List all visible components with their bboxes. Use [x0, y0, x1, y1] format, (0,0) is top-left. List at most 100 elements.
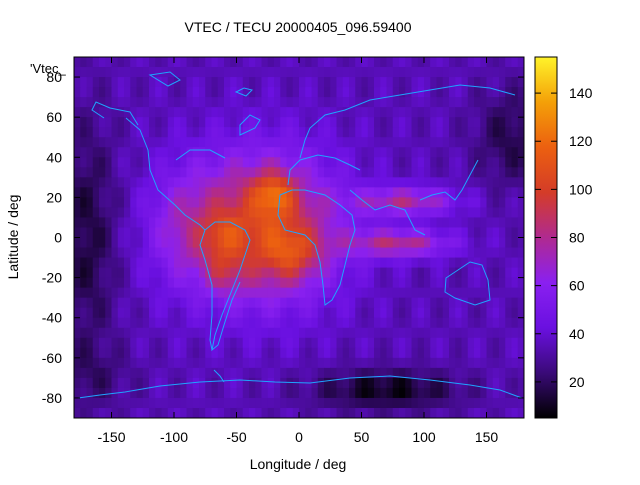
heatmap-cell: [286, 157, 294, 168]
heatmap-cell: [136, 157, 144, 168]
heatmap-cell: [449, 97, 456, 108]
heatmap-cell: [236, 97, 244, 108]
heatmap-cell: [367, 257, 375, 269]
heatmap-cell: [167, 327, 175, 339]
heatmap-cell: [492, 87, 500, 98]
heatmap-cell: [124, 107, 131, 118]
heatmap-cell: [392, 77, 400, 88]
heatmap-cell: [92, 317, 100, 329]
heatmap-cell: [180, 327, 188, 339]
heatmap-cell: [167, 307, 175, 319]
heatmap-cell: [411, 177, 419, 188]
heatmap-cell: [424, 127, 431, 138]
heatmap-cell: [317, 237, 325, 249]
heatmap-cell: [274, 267, 281, 279]
heatmap-cell: [505, 77, 513, 88]
heatmap-cell: [149, 377, 156, 389]
heatmap-cell: [186, 257, 194, 269]
heatmap-cell: [474, 297, 481, 309]
heatmap-cell: [324, 77, 331, 88]
heatmap-cell: [192, 377, 200, 389]
heatmap-cell: [205, 77, 213, 88]
heatmap-cell: [349, 227, 356, 239]
heatmap-cell: [149, 387, 156, 399]
heatmap-cell: [174, 377, 181, 389]
heatmap-cell: [192, 207, 200, 219]
heatmap-cell: [174, 247, 181, 259]
heatmap-cell: [342, 377, 350, 389]
heatmap-cell: [149, 297, 156, 309]
heatmap-cell: [149, 137, 156, 148]
heatmap-cell: [517, 137, 524, 148]
heatmap-cell: [505, 407, 513, 418]
heatmap-cell: [86, 77, 94, 88]
heatmap-cell: [255, 187, 263, 198]
heatmap-cell: [267, 107, 275, 118]
heatmap-cell: [174, 187, 181, 198]
heatmap-cell: [461, 297, 469, 309]
heatmap-cell: [499, 97, 506, 108]
heatmap-cell: [330, 87, 338, 98]
heatmap-cell: [467, 117, 475, 128]
heatmap-cell: [136, 67, 144, 78]
heatmap-cell: [330, 327, 338, 339]
heatmap-cell: [324, 137, 331, 148]
heatmap-cell: [517, 67, 524, 78]
heatmap-cell: [455, 257, 463, 269]
heatmap-cell: [217, 267, 225, 279]
heatmap-cell: [336, 67, 344, 78]
heatmap-cell: [442, 327, 450, 339]
heatmap-cell: [317, 167, 325, 178]
heatmap-cell: [399, 167, 406, 178]
heatmap-cell: [467, 337, 475, 349]
heatmap-cell: [511, 317, 519, 329]
heatmap-cell: [386, 137, 394, 148]
heatmap-cell: [136, 337, 144, 349]
heatmap-cell: [492, 137, 500, 148]
heatmap-cell: [430, 177, 438, 188]
heatmap-cell: [80, 167, 88, 178]
heatmap-cell: [205, 257, 213, 269]
heatmap-cell: [242, 317, 250, 329]
heatmap-cell: [317, 257, 325, 269]
heatmap-cell: [486, 257, 494, 269]
heatmap-cell: [374, 197, 381, 209]
heatmap-cell: [511, 167, 519, 178]
heatmap-cell: [467, 247, 475, 259]
heatmap-cell: [367, 57, 375, 68]
heatmap-cell: [405, 217, 413, 229]
heatmap-cell: [330, 207, 338, 219]
heatmap-cell: [355, 177, 363, 188]
heatmap-cell: [442, 297, 450, 309]
heatmap-cell: [430, 197, 438, 209]
heatmap-cell: [105, 207, 113, 219]
heatmap-cell: [492, 367, 500, 379]
heatmap-cell: [467, 277, 475, 289]
heatmap-cell: [336, 247, 344, 259]
heatmap-cell: [261, 297, 269, 309]
heatmap-cell: [117, 157, 125, 168]
heatmap-cell: [330, 137, 338, 148]
heatmap-cell: [480, 137, 488, 148]
heatmap-cell: [149, 317, 156, 329]
heatmap-cell: [117, 117, 125, 128]
heatmap-cell: [186, 67, 194, 78]
heatmap-cell: [405, 337, 413, 349]
heatmap-cell: [361, 177, 369, 188]
heatmap-cell: [161, 307, 169, 319]
heatmap-cell: [180, 317, 188, 329]
heatmap-cell: [136, 267, 144, 279]
x-tick-label: -100: [160, 429, 188, 445]
heatmap-cell: [324, 387, 331, 399]
heatmap-cell: [230, 267, 238, 279]
heatmap-cell: [474, 157, 481, 168]
heatmap-cell: [242, 107, 250, 118]
heatmap-cell: [380, 337, 388, 349]
heatmap-cell: [167, 97, 175, 108]
heatmap-cell: [380, 287, 388, 299]
heatmap-cell: [274, 237, 281, 249]
heatmap-cell: [492, 217, 500, 229]
heatmap-cell: [374, 57, 381, 68]
heatmap-cell: [467, 177, 475, 188]
